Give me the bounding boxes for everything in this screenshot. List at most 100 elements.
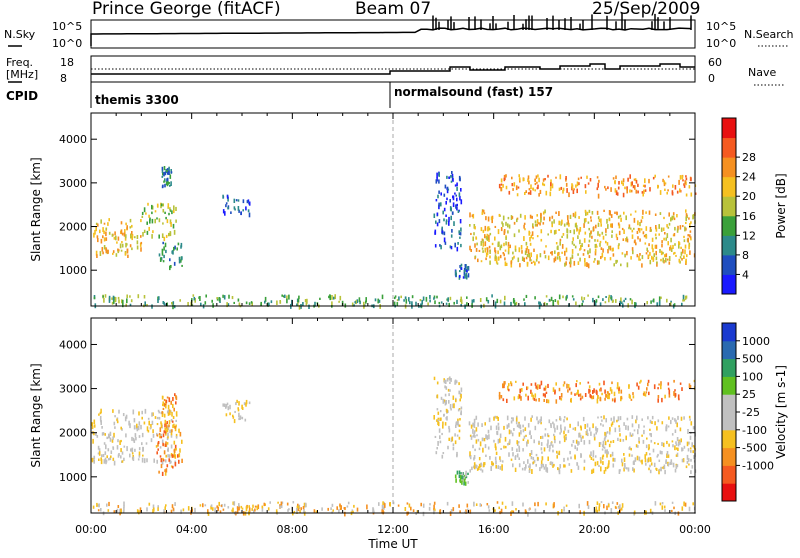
velocity-cell — [459, 418, 461, 421]
power-cell — [507, 246, 510, 252]
power-cell — [498, 256, 500, 261]
power-colorbar-cell — [722, 274, 736, 295]
velocity-cell — [511, 432, 514, 437]
power-cell — [165, 216, 167, 220]
power-cell — [558, 256, 561, 260]
power-cell — [622, 192, 625, 198]
velocity-cell — [446, 501, 449, 506]
power-cell — [630, 181, 633, 187]
velocity-cell — [601, 448, 604, 451]
power-cell — [451, 171, 453, 175]
power-cell — [469, 212, 471, 218]
velocity-cell — [347, 501, 350, 505]
power-cell — [667, 241, 669, 246]
velocity-cell — [574, 445, 576, 450]
velocity-cell — [518, 447, 521, 452]
power-cell — [555, 242, 558, 245]
power-cell — [166, 170, 168, 172]
power-cell — [489, 260, 491, 265]
velocity-cell — [577, 389, 579, 395]
velocity-cell — [610, 508, 613, 513]
velocity-cell — [576, 447, 578, 451]
power-cell — [634, 185, 636, 190]
power-cell — [169, 265, 171, 271]
power-cell — [227, 303, 230, 307]
velocity-cell — [437, 441, 439, 446]
velocity-cell — [238, 417, 240, 421]
power-data — [93, 166, 697, 310]
power-cell — [122, 303, 124, 308]
velocity-cell — [477, 422, 479, 427]
velocity-cell — [288, 508, 290, 511]
power-cell — [460, 188, 462, 192]
velocity-cell — [446, 378, 449, 382]
velocity-cell — [587, 381, 590, 384]
power-cell — [121, 241, 123, 244]
power-cell — [174, 245, 176, 250]
power-cell — [666, 233, 669, 239]
velocity-cell — [565, 436, 567, 441]
velocity-cell — [616, 386, 619, 390]
velocity-cell — [657, 453, 659, 457]
velocity-colorbar-cell — [722, 376, 736, 395]
velocity-cell — [429, 503, 431, 506]
velocity-cell — [557, 452, 559, 455]
power-cell — [551, 221, 553, 225]
power-cell — [264, 296, 267, 302]
velocity-cell — [540, 442, 543, 446]
power-cell — [449, 199, 451, 203]
velocity-cell — [563, 419, 565, 423]
velocity-cell — [499, 433, 502, 438]
velocity-cell — [618, 425, 620, 428]
power-cell — [529, 237, 531, 242]
velocity-cell — [572, 440, 575, 444]
power-cell — [648, 210, 651, 215]
power-cell — [629, 298, 632, 301]
velocity-cell — [590, 456, 593, 460]
power-cell — [615, 259, 617, 264]
power-cell — [555, 229, 557, 234]
velocity-cell — [600, 416, 603, 419]
power-cell — [451, 229, 453, 233]
velocity-cell — [166, 442, 169, 445]
velocity-cell — [174, 444, 177, 450]
velocity-cell — [574, 427, 577, 431]
power-cell — [605, 296, 607, 298]
power-cell — [688, 244, 690, 250]
velocity-cell — [570, 469, 573, 473]
velocity-cell — [160, 421, 162, 425]
power-cell — [225, 202, 228, 205]
nsky-top-tick: 10^5 — [52, 20, 82, 33]
velocity-cell — [542, 393, 545, 397]
velocity-cell — [475, 464, 477, 469]
power-cell — [440, 245, 442, 250]
power-cell — [173, 210, 175, 214]
velocity-cell — [630, 447, 632, 451]
velocity-cell — [170, 410, 172, 413]
power-cell — [117, 296, 120, 300]
power-cell — [610, 297, 612, 300]
velocity-cell — [678, 398, 680, 401]
power-cell — [503, 253, 505, 257]
velocity-cell — [464, 481, 467, 486]
power-cell — [594, 258, 596, 261]
power-cell — [608, 245, 610, 250]
power-cell — [463, 270, 466, 274]
velocity-cell — [456, 454, 458, 458]
power-cell — [240, 211, 242, 215]
velocity-cell — [618, 387, 620, 391]
velocity-cell — [634, 457, 637, 462]
power-cell — [668, 222, 671, 226]
velocity-cell — [292, 501, 295, 504]
velocity-cell — [97, 504, 99, 507]
velocity-cell — [679, 427, 682, 432]
power-cell — [140, 235, 142, 238]
power-cell — [445, 220, 448, 225]
velocity-cell — [297, 503, 299, 507]
velocity-cell — [503, 381, 505, 386]
velocity-cell — [172, 415, 175, 419]
velocity-cell — [422, 511, 425, 517]
velocity-cell — [444, 401, 447, 406]
velocity-cell — [129, 423, 131, 429]
velocity-cell — [639, 381, 641, 384]
